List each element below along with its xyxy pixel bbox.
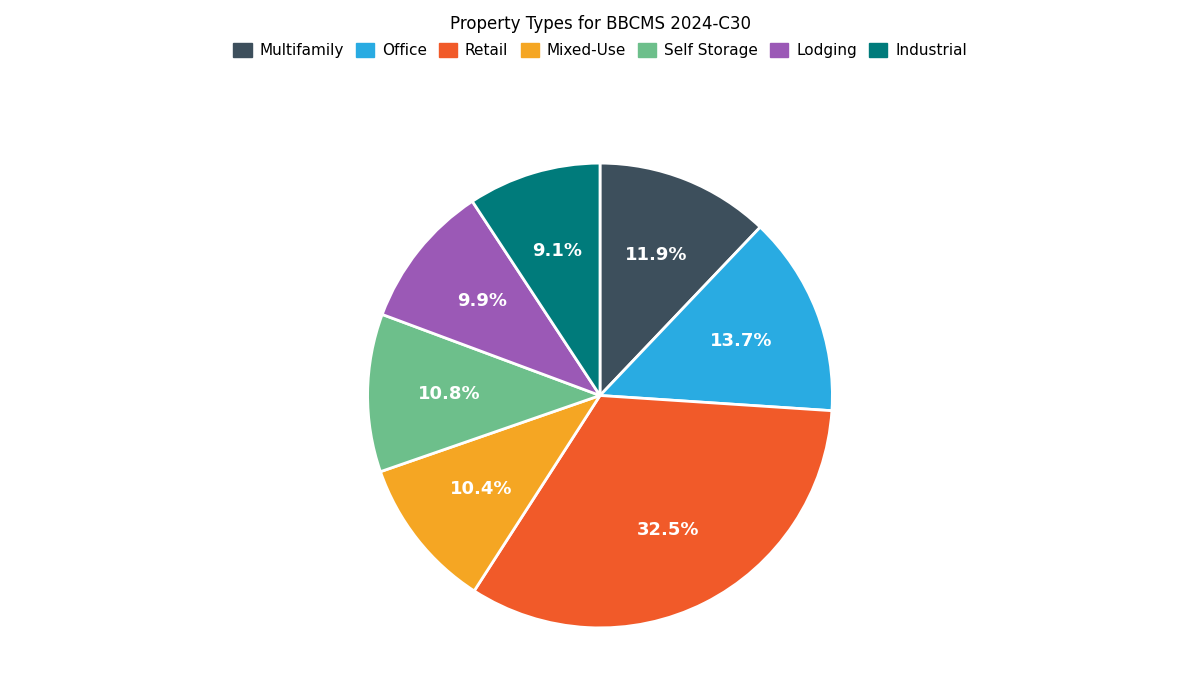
Wedge shape [473,163,600,396]
Text: 32.5%: 32.5% [637,522,700,540]
Legend: Multifamily, Office, Retail, Mixed-Use, Self Storage, Lodging, Industrial: Multifamily, Office, Retail, Mixed-Use, … [227,37,973,64]
Wedge shape [600,227,833,411]
Text: 11.9%: 11.9% [625,246,688,264]
Wedge shape [600,163,761,396]
Text: 9.9%: 9.9% [457,293,506,310]
Wedge shape [382,202,600,396]
Wedge shape [380,395,600,591]
Wedge shape [474,395,832,628]
Text: 13.7%: 13.7% [709,332,772,349]
Title: Property Types for BBCMS 2024-C30: Property Types for BBCMS 2024-C30 [450,15,750,33]
Text: 10.8%: 10.8% [418,385,480,402]
Text: 10.4%: 10.4% [450,480,512,498]
Wedge shape [367,314,600,472]
Text: 9.1%: 9.1% [532,241,582,260]
